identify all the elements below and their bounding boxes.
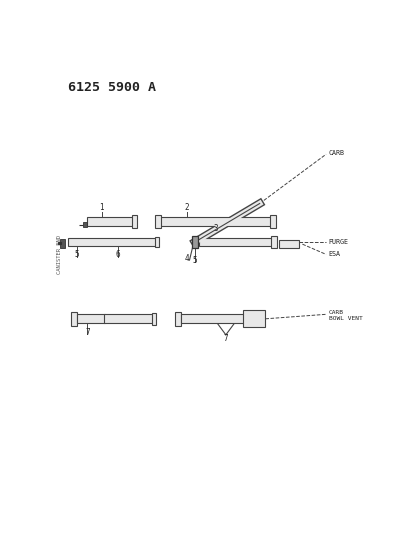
Bar: [279, 240, 299, 248]
Bar: [58, 241, 61, 244]
Text: 7: 7: [224, 334, 228, 343]
Text: 5: 5: [193, 256, 197, 265]
Text: CANISTER END: CANISTER END: [57, 235, 62, 274]
Bar: [175, 312, 181, 326]
Text: 1: 1: [99, 203, 104, 212]
Bar: [155, 237, 159, 247]
Text: 6: 6: [116, 250, 120, 259]
Bar: [243, 310, 265, 327]
Bar: [271, 236, 277, 248]
Bar: [192, 236, 198, 248]
Bar: [151, 313, 156, 325]
Bar: [60, 239, 65, 248]
Bar: [132, 215, 137, 228]
Bar: [87, 217, 133, 226]
Text: 3: 3: [213, 224, 218, 233]
Text: 6125 5900 A: 6125 5900 A: [69, 81, 156, 94]
Text: CARB: CARB: [328, 150, 345, 156]
Bar: [71, 312, 77, 326]
Bar: [160, 217, 273, 226]
Text: 4: 4: [185, 254, 189, 263]
Text: 7: 7: [85, 328, 90, 337]
Bar: [69, 238, 156, 246]
Text: PURGE: PURGE: [328, 239, 348, 245]
Bar: [181, 314, 244, 324]
Text: 5: 5: [75, 250, 79, 259]
Bar: [77, 314, 105, 324]
Text: 2: 2: [185, 203, 189, 212]
Bar: [104, 314, 154, 324]
Bar: [83, 222, 87, 227]
Bar: [271, 215, 276, 228]
Bar: [155, 215, 161, 228]
Text: CARB
BOWL VENT: CARB BOWL VENT: [328, 310, 362, 320]
Bar: [199, 238, 273, 246]
Text: ESA: ESA: [328, 252, 341, 257]
